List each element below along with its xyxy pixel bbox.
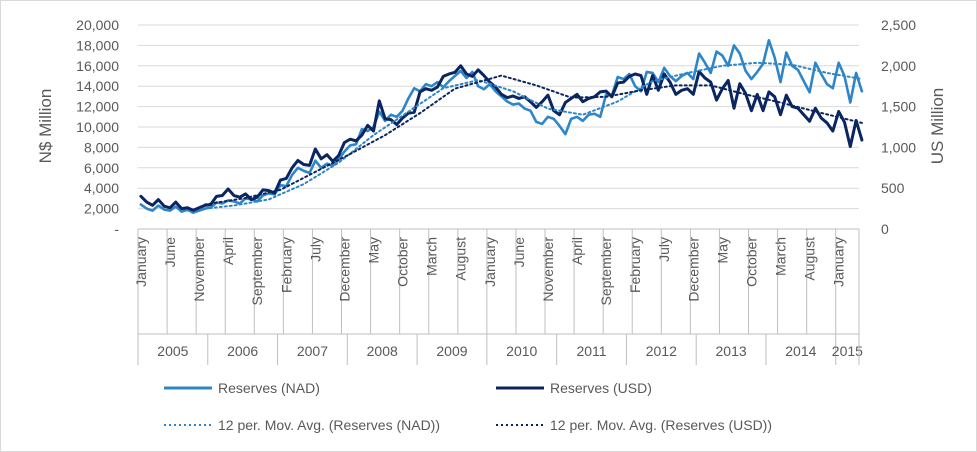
- y-right-axis-title: US Million: [928, 88, 947, 165]
- x-month-label: July: [307, 237, 323, 262]
- legend-label: Reserves (USD): [550, 380, 652, 396]
- x-month-label: February: [278, 237, 294, 293]
- x-month-label: November: [540, 237, 556, 302]
- series-line-reserves-nad: [139, 38, 864, 214]
- legend-layer: Reserves (NAD) Reserves (USD) 12 per. Mov.…: [164, 380, 772, 433]
- y-left-tick-label: -: [114, 221, 119, 237]
- x-year-label: 2012: [646, 343, 677, 359]
- y-left-tick-label: 8,000: [84, 139, 119, 155]
- x-month-label: January: [831, 237, 847, 287]
- x-month-label: October: [395, 237, 411, 287]
- y-right-tick-label: 1,500: [881, 99, 916, 115]
- x-year-label: 2015: [832, 343, 863, 359]
- x-month-label: December: [336, 237, 352, 302]
- y-right-tick-label: 0: [881, 221, 889, 237]
- x-month-label: August: [453, 237, 469, 281]
- series-line-12-per-mov-avg-reserves-usd: [203, 74, 863, 206]
- x-month-label: March: [773, 237, 789, 276]
- y-left-tick-label: 10,000: [76, 119, 119, 135]
- x-year-label: 2008: [367, 343, 398, 359]
- y-right-tick-label: 2,500: [881, 17, 916, 33]
- x-month-label: June: [511, 237, 527, 268]
- x-year-label: 2006: [227, 343, 258, 359]
- x-month-label: September: [249, 237, 265, 306]
- legend-label: 12 per. Mov. Avg. (Reserves (NAD)): [218, 417, 440, 433]
- x-year-label: 2011: [576, 343, 606, 359]
- series-line-reserves-usd: [139, 64, 864, 212]
- y-left-tick-label: 18,000: [76, 37, 119, 53]
- x-month-label: May: [714, 237, 730, 263]
- y-left-tick-label: 20,000: [76, 17, 119, 33]
- x-year-label: 2010: [506, 343, 537, 359]
- y-right-tick-label: 1,000: [881, 139, 916, 155]
- y-left-tick-label: 12,000: [76, 99, 119, 115]
- x-month-label: March: [424, 237, 440, 276]
- x-month-label: September: [598, 237, 614, 306]
- y-left-tick-label: 14,000: [76, 78, 119, 94]
- x-year-label: 2009: [436, 343, 467, 359]
- axis-layer: - 2,000 4,000 6,000 8,000 10,000 12,000 14,000 1…: [76, 17, 916, 365]
- series-layer: [139, 38, 864, 214]
- x-year-label: 2013: [716, 343, 747, 359]
- x-month-label: October: [743, 237, 759, 287]
- x-month-label: February: [627, 237, 643, 293]
- x-month-label: April: [220, 237, 236, 265]
- x-month-label: December: [685, 237, 701, 302]
- x-month-label: November: [191, 237, 207, 302]
- y-left-tick-label: 6,000: [84, 160, 119, 176]
- y-right-tick-label: 2,000: [881, 58, 916, 74]
- x-month-label: May: [365, 237, 381, 263]
- y-right-tick-label: 500: [881, 180, 905, 196]
- y-left-axis-title: N$ Million: [36, 89, 55, 164]
- series-line-12-per-mov-avg-reserves-nad: [203, 61, 863, 210]
- x-month-label: August: [802, 237, 818, 281]
- x-year-label: 2005: [157, 343, 188, 359]
- legend-label: 12 per. Mov. Avg. (Reserves (USD)): [550, 417, 772, 433]
- x-month-label: June: [162, 237, 178, 268]
- x-month-label: July: [656, 237, 672, 262]
- y-left-tick-label: 2,000: [84, 201, 119, 217]
- x-month-label: April: [569, 237, 585, 265]
- grid-layer: [138, 24, 859, 230]
- x-year-label: 2007: [297, 343, 328, 359]
- y-left-tick-label: 4,000: [84, 180, 119, 196]
- y-left-tick-label: 16,000: [76, 58, 119, 74]
- x-month-label: January: [482, 237, 498, 287]
- x-year-label: 2014: [785, 343, 816, 359]
- x-month-label: January: [133, 237, 149, 287]
- legend-label: Reserves (NAD): [218, 380, 320, 396]
